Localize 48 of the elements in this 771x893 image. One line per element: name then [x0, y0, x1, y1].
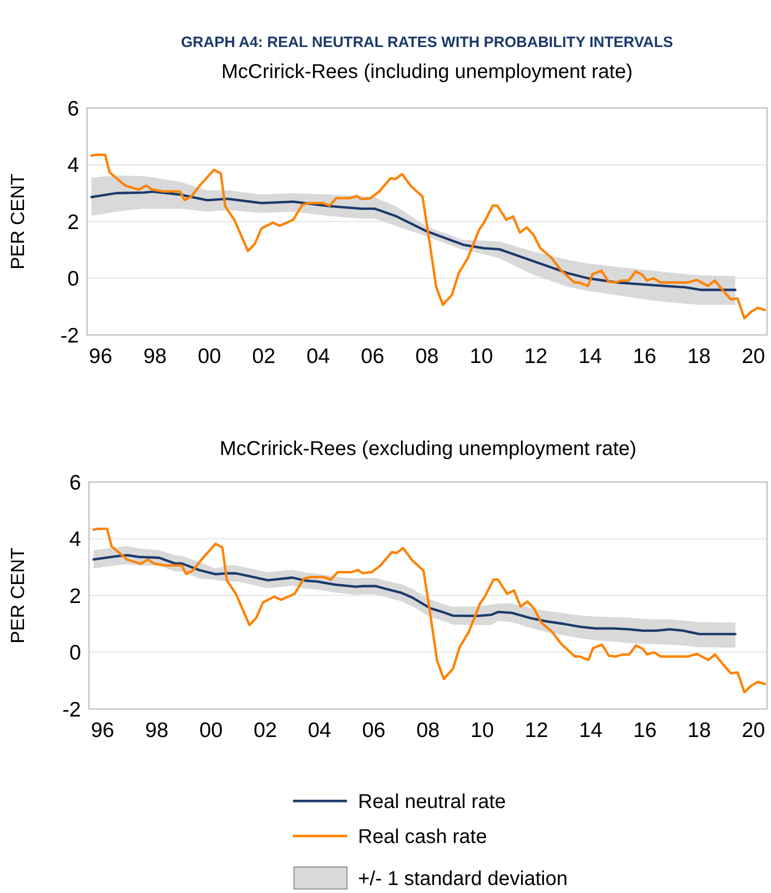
- x-tick-label: 06: [362, 719, 386, 742]
- x-tick-label: 16: [632, 345, 656, 368]
- y-tick-label: -2: [60, 324, 79, 348]
- x-tick-label: 14: [579, 719, 603, 742]
- line-series: [90, 154, 766, 320]
- x-tick-label: 16: [633, 719, 657, 742]
- line-series: [92, 528, 766, 694]
- line-series: [90, 190, 736, 292]
- y-tick-label: 4: [67, 154, 80, 178]
- chart-subtitle: McCririck-Rees (including unemployment rate): [221, 61, 633, 83]
- y-axis-title: PER CENT: [8, 547, 29, 644]
- x-tick-label: 04: [306, 345, 330, 368]
- y-axis-title: PER CENT: [8, 173, 29, 270]
- y-tick-label: 6: [69, 471, 81, 494]
- y-tick-label: 4: [69, 528, 82, 552]
- x-tick-label: 08: [415, 345, 439, 368]
- chart-title: McCririck-Rees (excluding unemployment rate): [220, 438, 636, 460]
- x-tick-label: 98: [145, 719, 168, 742]
- x-tick-label: 12: [524, 719, 548, 742]
- y-tick-label: -2: [62, 698, 81, 722]
- x-tick-label: 18: [687, 345, 711, 368]
- x-tick-label: 98: [143, 345, 167, 368]
- y-tick-label: 0: [69, 642, 81, 665]
- x-tick-label: 18: [688, 719, 711, 742]
- x-tick-label: 96: [90, 719, 114, 742]
- legend-label: Real cash rate: [358, 826, 487, 848]
- x-tick-label: 00: [199, 719, 223, 742]
- x-tick-label: 10: [470, 719, 494, 742]
- x-tick-label: 96: [88, 345, 112, 368]
- x-tick-label: 10: [470, 345, 494, 368]
- chart-title: GRAPH A4: REAL NEUTRAL RATES WITH PROBABILITY INTERVALS: [181, 34, 673, 51]
- x-tick-label: 20: [742, 719, 766, 742]
- x-tick-label: 12: [524, 345, 548, 368]
- x-tick-label: 02: [252, 345, 276, 368]
- text: +/- 1 standard deviation: [358, 868, 568, 890]
- x-tick-label: 02: [254, 719, 277, 742]
- y-tick-label: 0: [67, 268, 79, 291]
- line-series: [92, 554, 737, 636]
- y-tick-label: 2: [69, 584, 81, 608]
- x-tick-label: 00: [198, 345, 222, 368]
- legend-label: Real neutral rate: [358, 791, 506, 813]
- x-tick-label: 06: [360, 345, 384, 368]
- x-tick-label: 04: [308, 719, 332, 742]
- y-tick-label: 6: [67, 97, 79, 120]
- y-tick-label: 2: [67, 210, 79, 234]
- x-tick-label: 14: [578, 345, 602, 368]
- x-tick-label: 08: [416, 719, 440, 742]
- x-tick-label: 20: [742, 345, 766, 368]
